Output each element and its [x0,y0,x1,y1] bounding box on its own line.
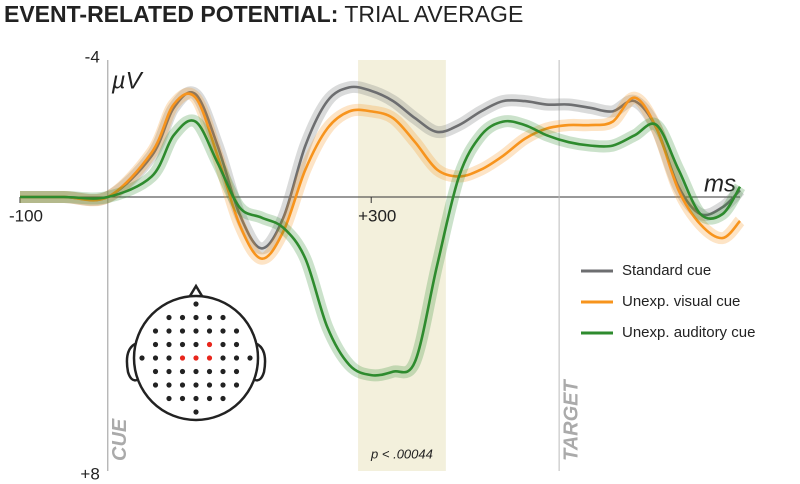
electrode [193,301,199,307]
event-label: TARGET [560,378,582,461]
electrode [193,382,199,388]
electrode [166,395,172,402]
electrode [233,328,240,334]
electrode [233,355,240,361]
subtitle: TRIAL AVERAGE [344,1,523,27]
legend-label: Unexp. visual cue [622,293,740,310]
electrode [193,409,199,415]
electrode [179,341,186,348]
head-ear [254,342,267,382]
y-tick-label: -4 [85,47,100,66]
electrode [233,368,240,375]
y-tick-label: +8 [80,464,99,483]
head-nose [188,283,204,297]
electrode [206,314,213,321]
series-line [20,92,741,260]
electrode [179,314,186,321]
title: EVENT-RELATED POTENTIAL: [4,1,338,27]
electrode [193,328,199,334]
legend-label: Unexp. auditory cue [622,324,755,341]
electrode [179,368,186,375]
electrode [179,382,186,388]
electrode [220,368,226,375]
electrode [220,314,226,321]
electrode [233,382,240,388]
electrode [220,328,226,334]
electrode [179,395,186,402]
electrode-map [125,283,267,422]
electrode [166,368,172,375]
electrode [206,382,213,388]
electrode [206,395,213,402]
x-tick-label: +300 [358,206,396,225]
electrode [152,368,159,375]
electrode [193,395,199,402]
electrode [220,355,226,361]
series-line [20,119,742,377]
electrode [139,355,145,361]
electrode [152,382,159,388]
series-line [20,85,741,250]
electrode [206,328,213,334]
electrode [220,382,226,388]
electrode [247,355,253,361]
legend-label: Standard cue [622,262,711,279]
electrode [152,341,159,348]
electrode [206,368,213,375]
electrode [206,355,213,361]
electrode [193,314,199,321]
electrode [152,328,159,334]
electrode [166,382,172,388]
electrode [152,355,159,361]
electrode [166,328,172,334]
y-axis-label: µV [111,67,144,94]
electrode [233,341,240,348]
electrode [206,341,213,348]
chart-title: EVENT-RELATED POTENTIAL: TRIAL AVERAGE [4,1,523,27]
electrode [179,328,186,334]
head-ear [125,342,138,382]
electrode [193,368,199,375]
electrode [166,341,172,348]
electrode [166,355,172,361]
electrode [193,355,199,361]
electrode [166,314,172,321]
electrode [220,395,226,402]
x-axis-label: ms [704,170,736,197]
electrode [193,341,199,348]
x-tick-label: -100 [9,206,43,225]
electrode [220,341,226,348]
electrode [179,355,186,361]
significance-label: p < .00044 [370,446,433,461]
event-label: CUE [109,418,131,461]
